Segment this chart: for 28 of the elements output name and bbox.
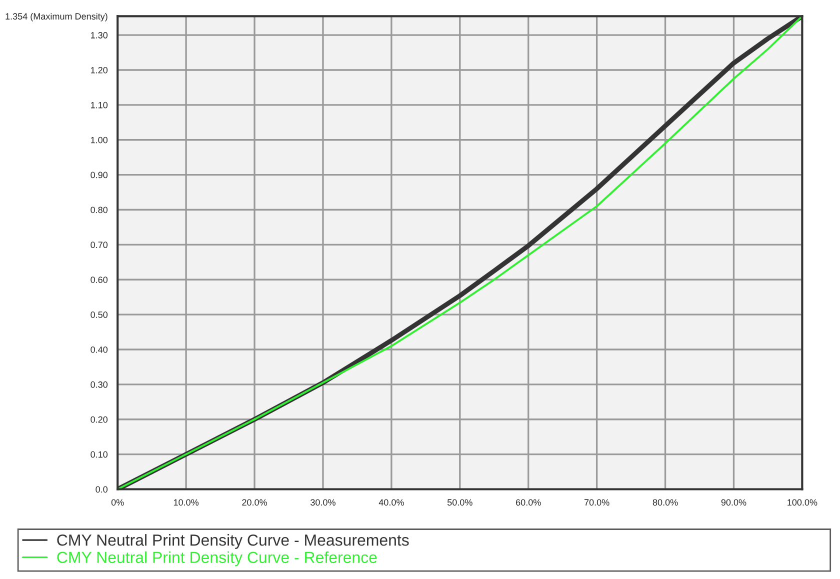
y-tick-label: 0.60 <box>90 276 108 283</box>
x-tick-label: 80.0% <box>652 499 678 506</box>
y-tick-label: 0.70 <box>90 242 108 248</box>
x-tick-label: 90.0% <box>721 499 746 506</box>
y-tick-label: 1.00 <box>90 136 108 144</box>
x-tick-label: 50.0% <box>447 499 472 506</box>
y-tick-label: 0.40 <box>90 346 108 353</box>
y-tick-label: 0.50 <box>90 312 108 318</box>
y-tick-label: 0.20 <box>90 416 108 423</box>
legend-label: CMY Neutral Print Density Curve - Measurements <box>57 534 409 549</box>
x-tick-label: 70.0% <box>584 499 610 506</box>
x-tick-label: 0% <box>111 499 124 506</box>
y-tick-label: 0.0 <box>96 486 108 493</box>
x-tick-label: 60.0% <box>516 499 541 506</box>
y-tick-label: 0.80 <box>90 206 108 214</box>
x-tick-label: 30.0% <box>310 499 336 506</box>
legend-label: CMY Neutral Print Density Curve - Reference <box>57 551 377 566</box>
x-tick-label: 40.0% <box>378 499 404 506</box>
y-tick-label: 1.30 <box>90 32 108 38</box>
y-tick-label: 1.20 <box>90 66 108 74</box>
x-tick-label: 20.0% <box>242 499 267 506</box>
y-tick-label: 0.30 <box>90 381 108 388</box>
x-tick-label: 100.0% <box>788 499 818 506</box>
x-tick-label: 10.0% <box>174 499 199 506</box>
y-tick-label: 1.10 <box>90 102 108 108</box>
y-tick-label: 0.90 <box>90 172 108 178</box>
y-tick-label: 0.10 <box>90 451 108 458</box>
y-tick-label: 1.354 (Maximum Density) <box>6 12 108 22</box>
